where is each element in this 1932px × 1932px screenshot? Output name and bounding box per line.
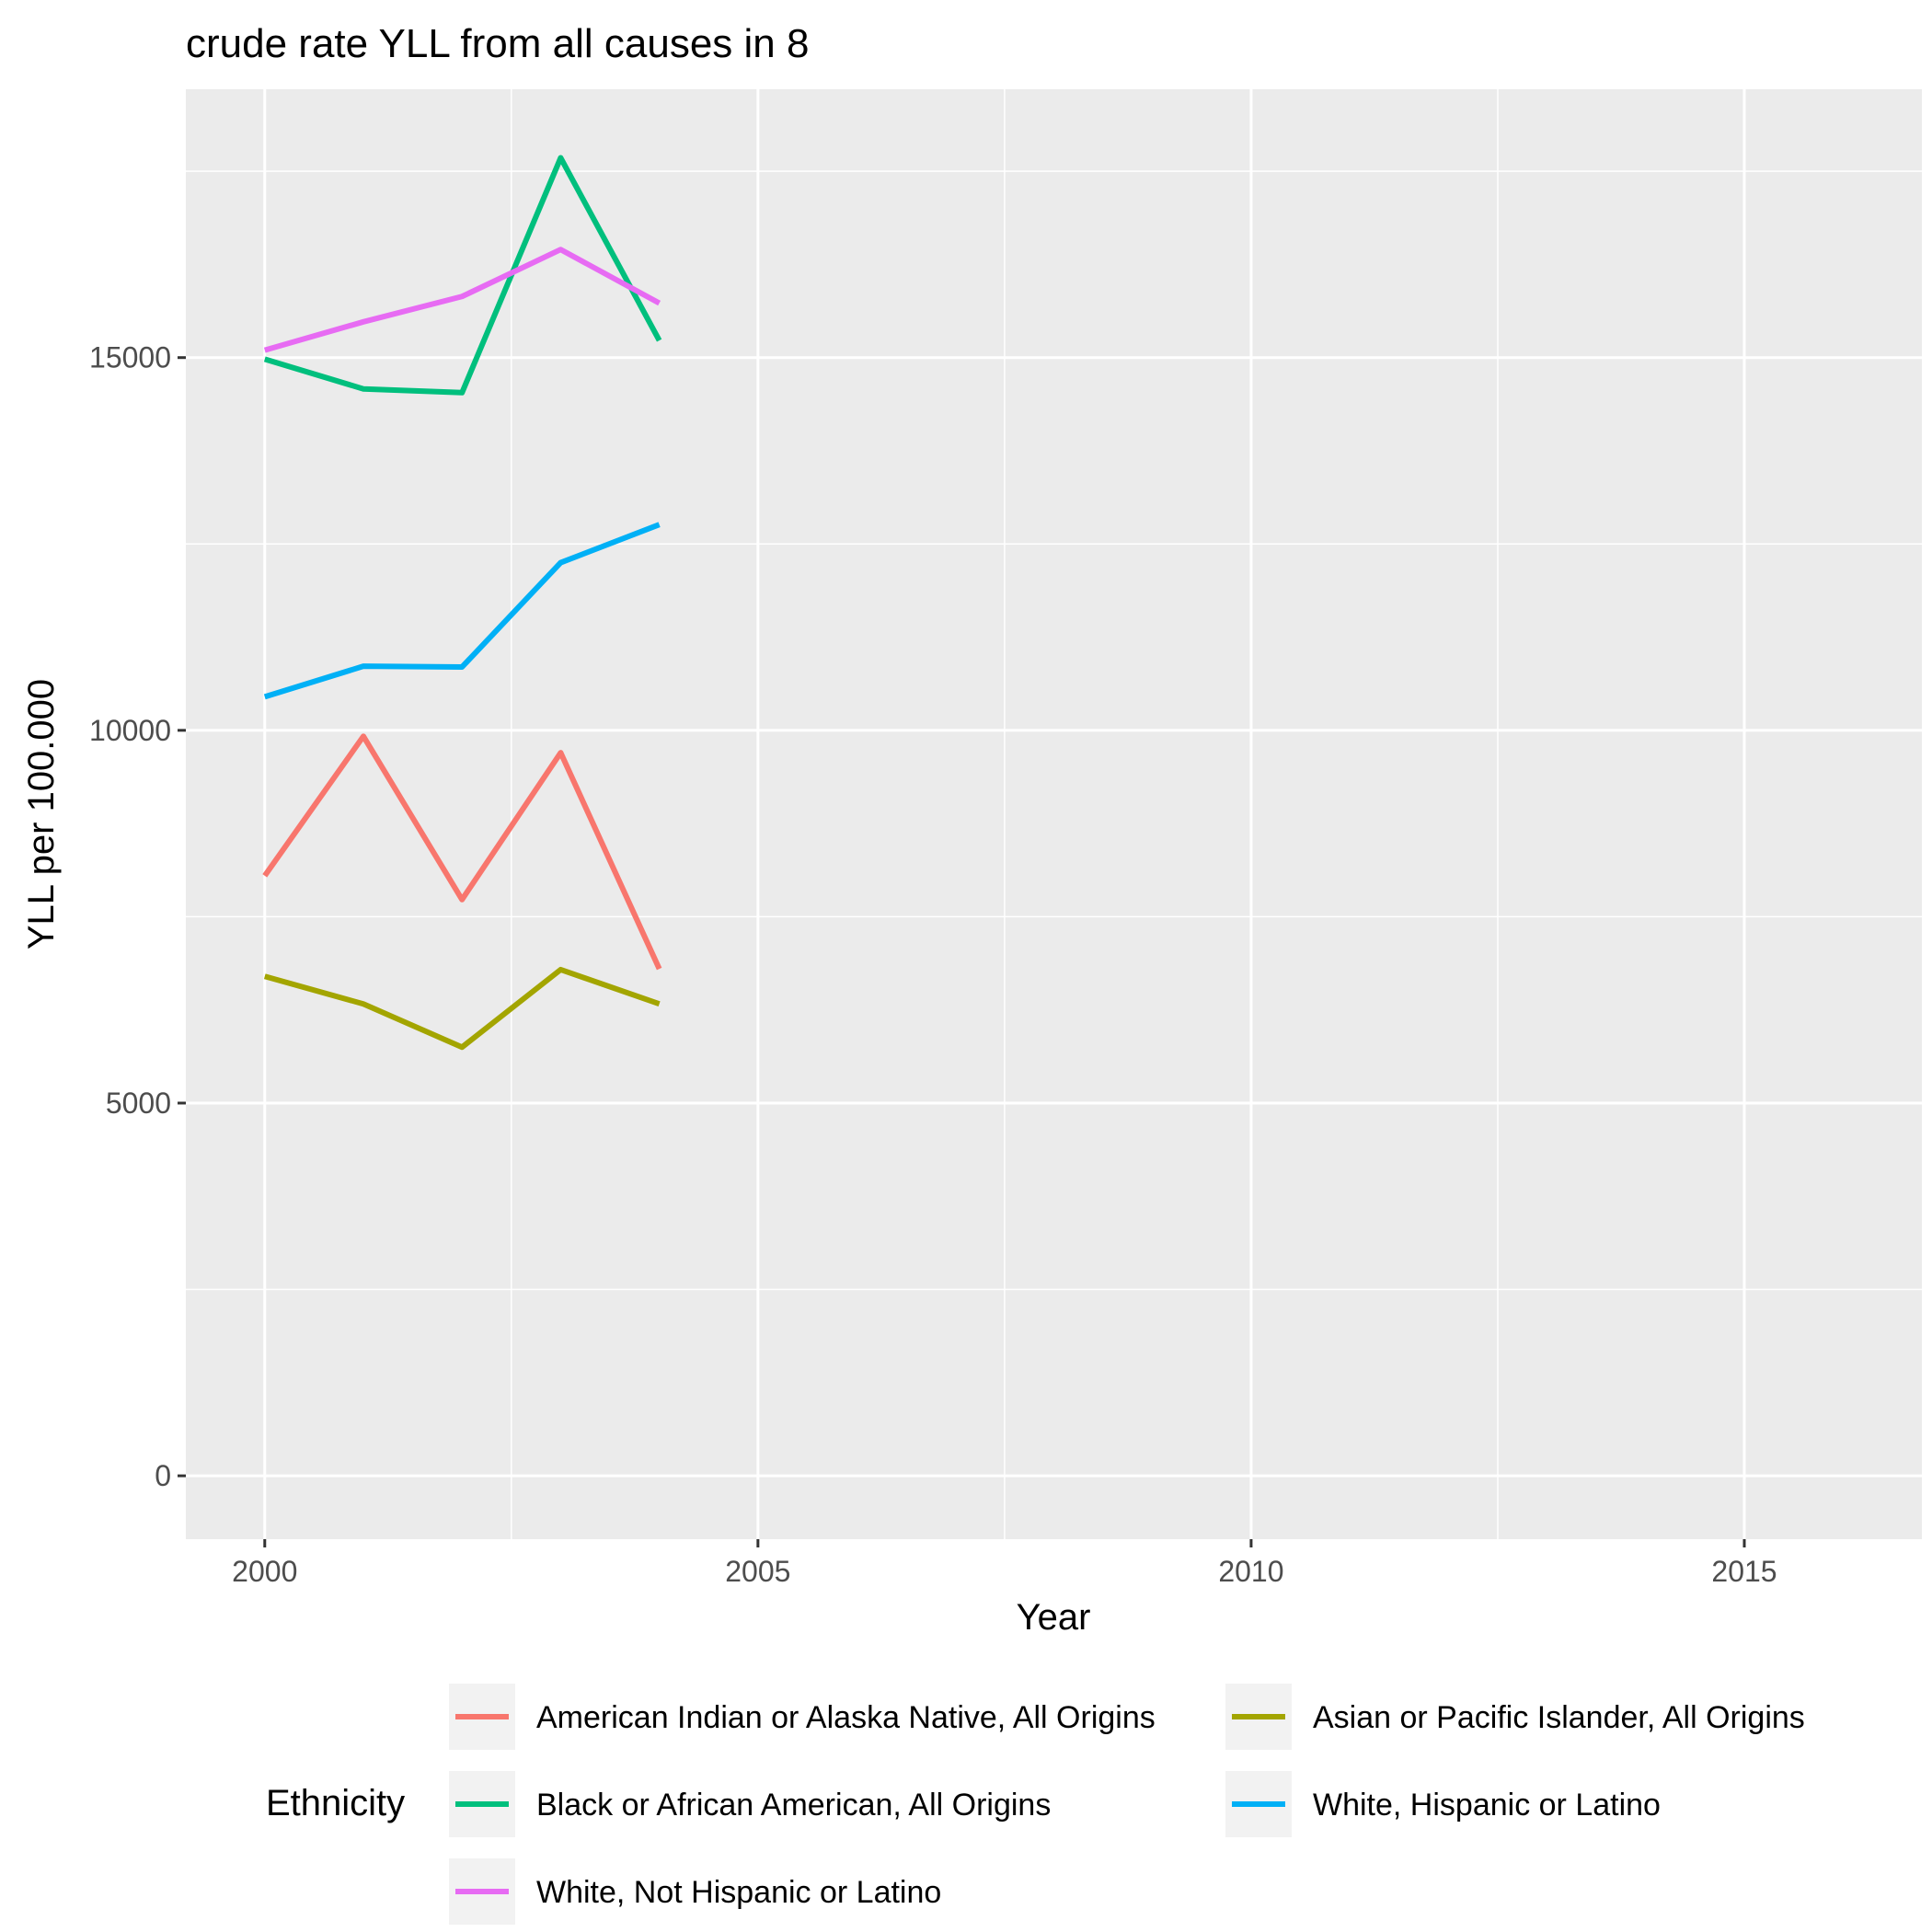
x-tick-label: 2010 bbox=[1218, 1555, 1283, 1588]
series-line bbox=[263, 155, 662, 396]
y-tick-label: 10000 bbox=[89, 714, 171, 747]
plot-panel bbox=[186, 89, 1922, 1539]
legend-label: Asian or Pacific Islander, All Origins bbox=[1313, 1700, 1805, 1735]
legend-label: Black or African American, All Origins bbox=[536, 1788, 1051, 1823]
legend-item: Asian or Pacific Islander, All Origins bbox=[1225, 1684, 1805, 1750]
legend-item: American Indian or Alaska Native, All Or… bbox=[449, 1684, 1156, 1750]
series-line bbox=[263, 522, 661, 700]
grid-minor bbox=[186, 89, 1922, 1539]
y-tick-label: 15000 bbox=[89, 341, 171, 374]
x-tick-label: 2015 bbox=[1711, 1555, 1777, 1588]
y-tick-label: 5000 bbox=[106, 1087, 171, 1120]
axis-ticks bbox=[178, 356, 1746, 1547]
series-line bbox=[262, 733, 662, 971]
legend-item: White, Not Hispanic or Latino bbox=[449, 1858, 941, 1925]
series-line bbox=[263, 247, 661, 353]
legend-item: Black or African American, All Origins bbox=[449, 1771, 1051, 1837]
legend-item: White, Hispanic or Latino bbox=[1225, 1771, 1661, 1837]
legend: American Indian or Alaska Native, All Or… bbox=[449, 1684, 1805, 1925]
x-axis-label: Year bbox=[1017, 1597, 1091, 1638]
legend-title: Ethnicity bbox=[266, 1783, 405, 1823]
x-tick-label: 2000 bbox=[232, 1555, 297, 1588]
y-axis-label: YLL per 100.000 bbox=[21, 679, 62, 949]
series-lines bbox=[262, 155, 662, 1051]
legend-label: White, Not Hispanic or Latino bbox=[536, 1875, 941, 1910]
chart-title: crude rate YLL from all causes in 8 bbox=[186, 21, 809, 66]
series-line bbox=[263, 966, 661, 1051]
x-tick-label: 2005 bbox=[725, 1555, 790, 1588]
grid-major bbox=[186, 89, 1922, 1539]
legend-label: White, Hispanic or Latino bbox=[1313, 1788, 1661, 1823]
y-tick-label: 0 bbox=[155, 1459, 171, 1492]
legend-label: American Indian or Alaska Native, All Or… bbox=[536, 1700, 1156, 1735]
tick-labels: 2000 2005 2010 2015 0 5000 10000 15000 bbox=[89, 341, 1777, 1588]
